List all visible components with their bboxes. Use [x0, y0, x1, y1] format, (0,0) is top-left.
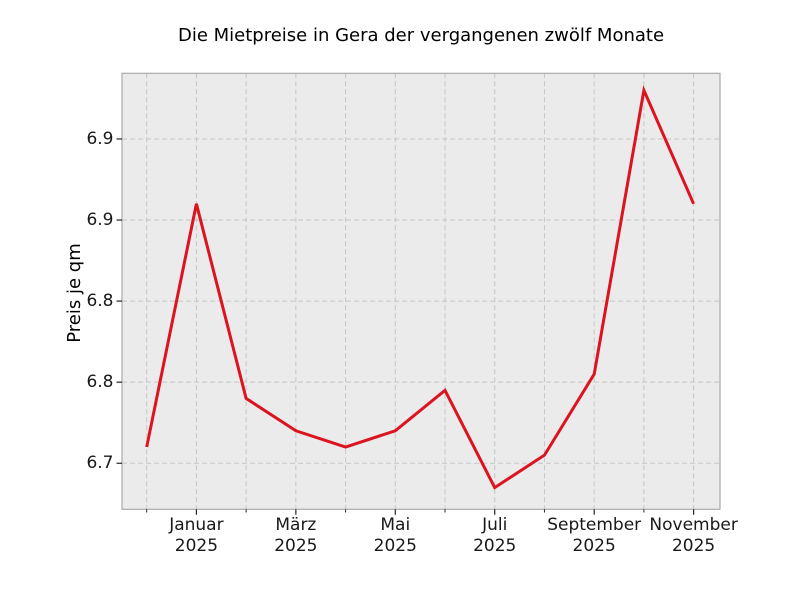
axes-background — [122, 73, 720, 510]
x-tick-label: Mai 2025 — [373, 515, 417, 557]
y-tick-label: 6.8 — [86, 372, 114, 393]
y-tick-label: 6.7 — [86, 453, 114, 474]
y-tick-label: 6.9 — [86, 210, 114, 231]
x-tick-label: September 2025 — [547, 515, 642, 557]
x-tick-label: Juli 2025 — [473, 515, 517, 557]
x-tick-label: Januar 2025 — [169, 515, 224, 557]
y-tick-label: 6.9 — [86, 128, 114, 149]
x-tick-label: März 2025 — [274, 515, 318, 557]
axes-spines — [121, 72, 721, 510]
chart-title: Die Mietpreise in Gera der vergangenen z… — [177, 25, 665, 46]
price-line — [145, 85, 695, 490]
y-tick-label: 6.8 — [86, 291, 114, 312]
x-tick-label: November 2025 — [649, 515, 738, 557]
